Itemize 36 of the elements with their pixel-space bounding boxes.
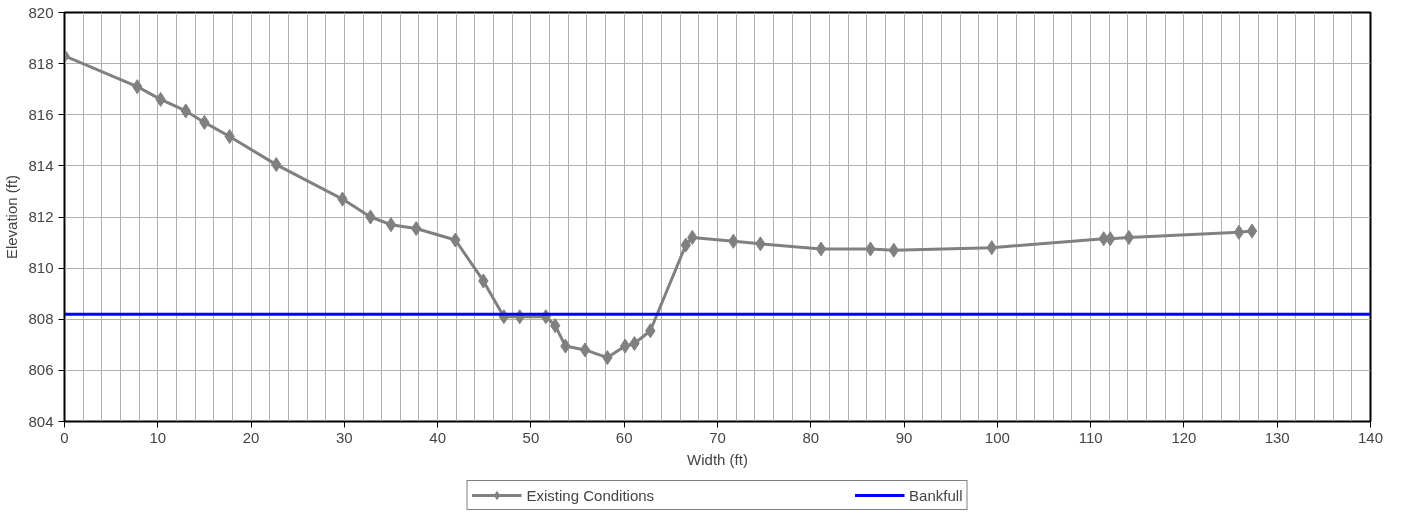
x-axis-title: Width (ft) (687, 450, 748, 468)
point (815, 241, 827, 257)
x-tick-label: 70 (709, 428, 726, 446)
x-tick-label: 10 (149, 428, 167, 446)
y-tick-label: 814 (28, 156, 54, 174)
legend-label: Existing Conditions (526, 486, 655, 504)
x-tick-label: 40 (429, 428, 446, 446)
point (619, 338, 631, 354)
point (1123, 229, 1135, 245)
x-tick-label: 130 (1264, 428, 1290, 446)
x-tick-label: 30 (336, 428, 353, 446)
y-tick-label: 804 (28, 412, 54, 430)
y-tick-label: 812 (28, 208, 54, 225)
x-tick-label: 100 (984, 428, 1010, 446)
x-tick-label: 80 (802, 428, 820, 446)
legend-label: Bankfull (909, 486, 963, 504)
x-tick-label: 60 (615, 428, 633, 446)
x-tick-label: 90 (895, 428, 913, 446)
point (1233, 224, 1245, 240)
y-tick-label: 808 (28, 310, 54, 328)
point (579, 342, 591, 358)
x-tick-label: 20 (242, 428, 260, 446)
y-tick-label: 810 (28, 259, 54, 277)
x-tick-label: 0 (60, 428, 69, 446)
y-tick-label: 818 (28, 54, 54, 72)
point (385, 217, 397, 233)
point (1246, 223, 1258, 239)
x-tick-label: 50 (522, 428, 540, 446)
x-tick-label: 140 (1357, 428, 1384, 446)
x-tick-label: 120 (1171, 428, 1197, 446)
x-tick-label: 110 (1078, 428, 1103, 446)
y-tick-label: 816 (28, 105, 54, 123)
point (411, 221, 422, 236)
y-tick-label: 806 (28, 361, 54, 379)
y-axis-title: Elevation (ft) (3, 174, 21, 260)
y-tick-label: 820 (28, 3, 54, 21)
